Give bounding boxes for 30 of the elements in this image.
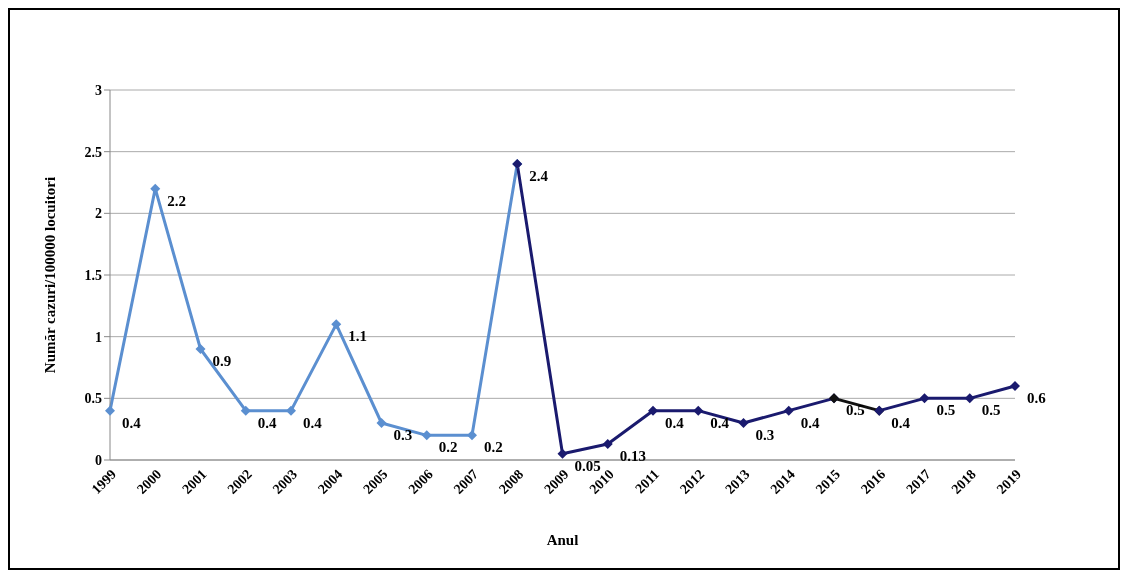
data-label: 0.5 (981, 402, 1001, 419)
y-tick-label: 2.5 (84, 144, 102, 160)
x-axis-title: Anul (546, 532, 579, 548)
data-label: 0.2 (438, 439, 458, 456)
y-tick-label: 1 (95, 329, 102, 345)
data-label: 0.4 (891, 414, 911, 431)
data-label: 0.3 (755, 427, 775, 443)
data-label: 0.05 (574, 457, 601, 474)
data-label: 0.5 (936, 402, 956, 419)
data-label: 0.5 (846, 402, 865, 419)
data-label: 0.9 (212, 353, 232, 369)
data-label: 0.4 (257, 414, 277, 431)
data-label: 0.4 (122, 414, 142, 431)
y-tick-label: 0 (95, 452, 102, 468)
data-label: 0.2 (484, 439, 503, 456)
data-label: 0.4 (800, 414, 820, 431)
data-label: 0.13 (619, 447, 646, 464)
y-tick-label: 0.5 (84, 391, 102, 407)
data-label: 0.4 (665, 414, 685, 431)
y-tick-label: 1.5 (84, 267, 102, 283)
data-label: 2.4 (529, 168, 549, 184)
data-label: 0.4 (710, 414, 730, 431)
y-axis-title: Număr cazuri/100000 locuitori (42, 176, 59, 374)
y-tick-label: 3 (95, 82, 102, 98)
data-label: 0.4 (303, 414, 323, 431)
data-label: 0.3 (393, 427, 413, 443)
data-label: 1.1 (348, 328, 367, 345)
y-tick-label: 2 (95, 206, 102, 222)
data-label: 0.6 (1027, 390, 1047, 406)
data-label: 2.2 (167, 192, 186, 209)
